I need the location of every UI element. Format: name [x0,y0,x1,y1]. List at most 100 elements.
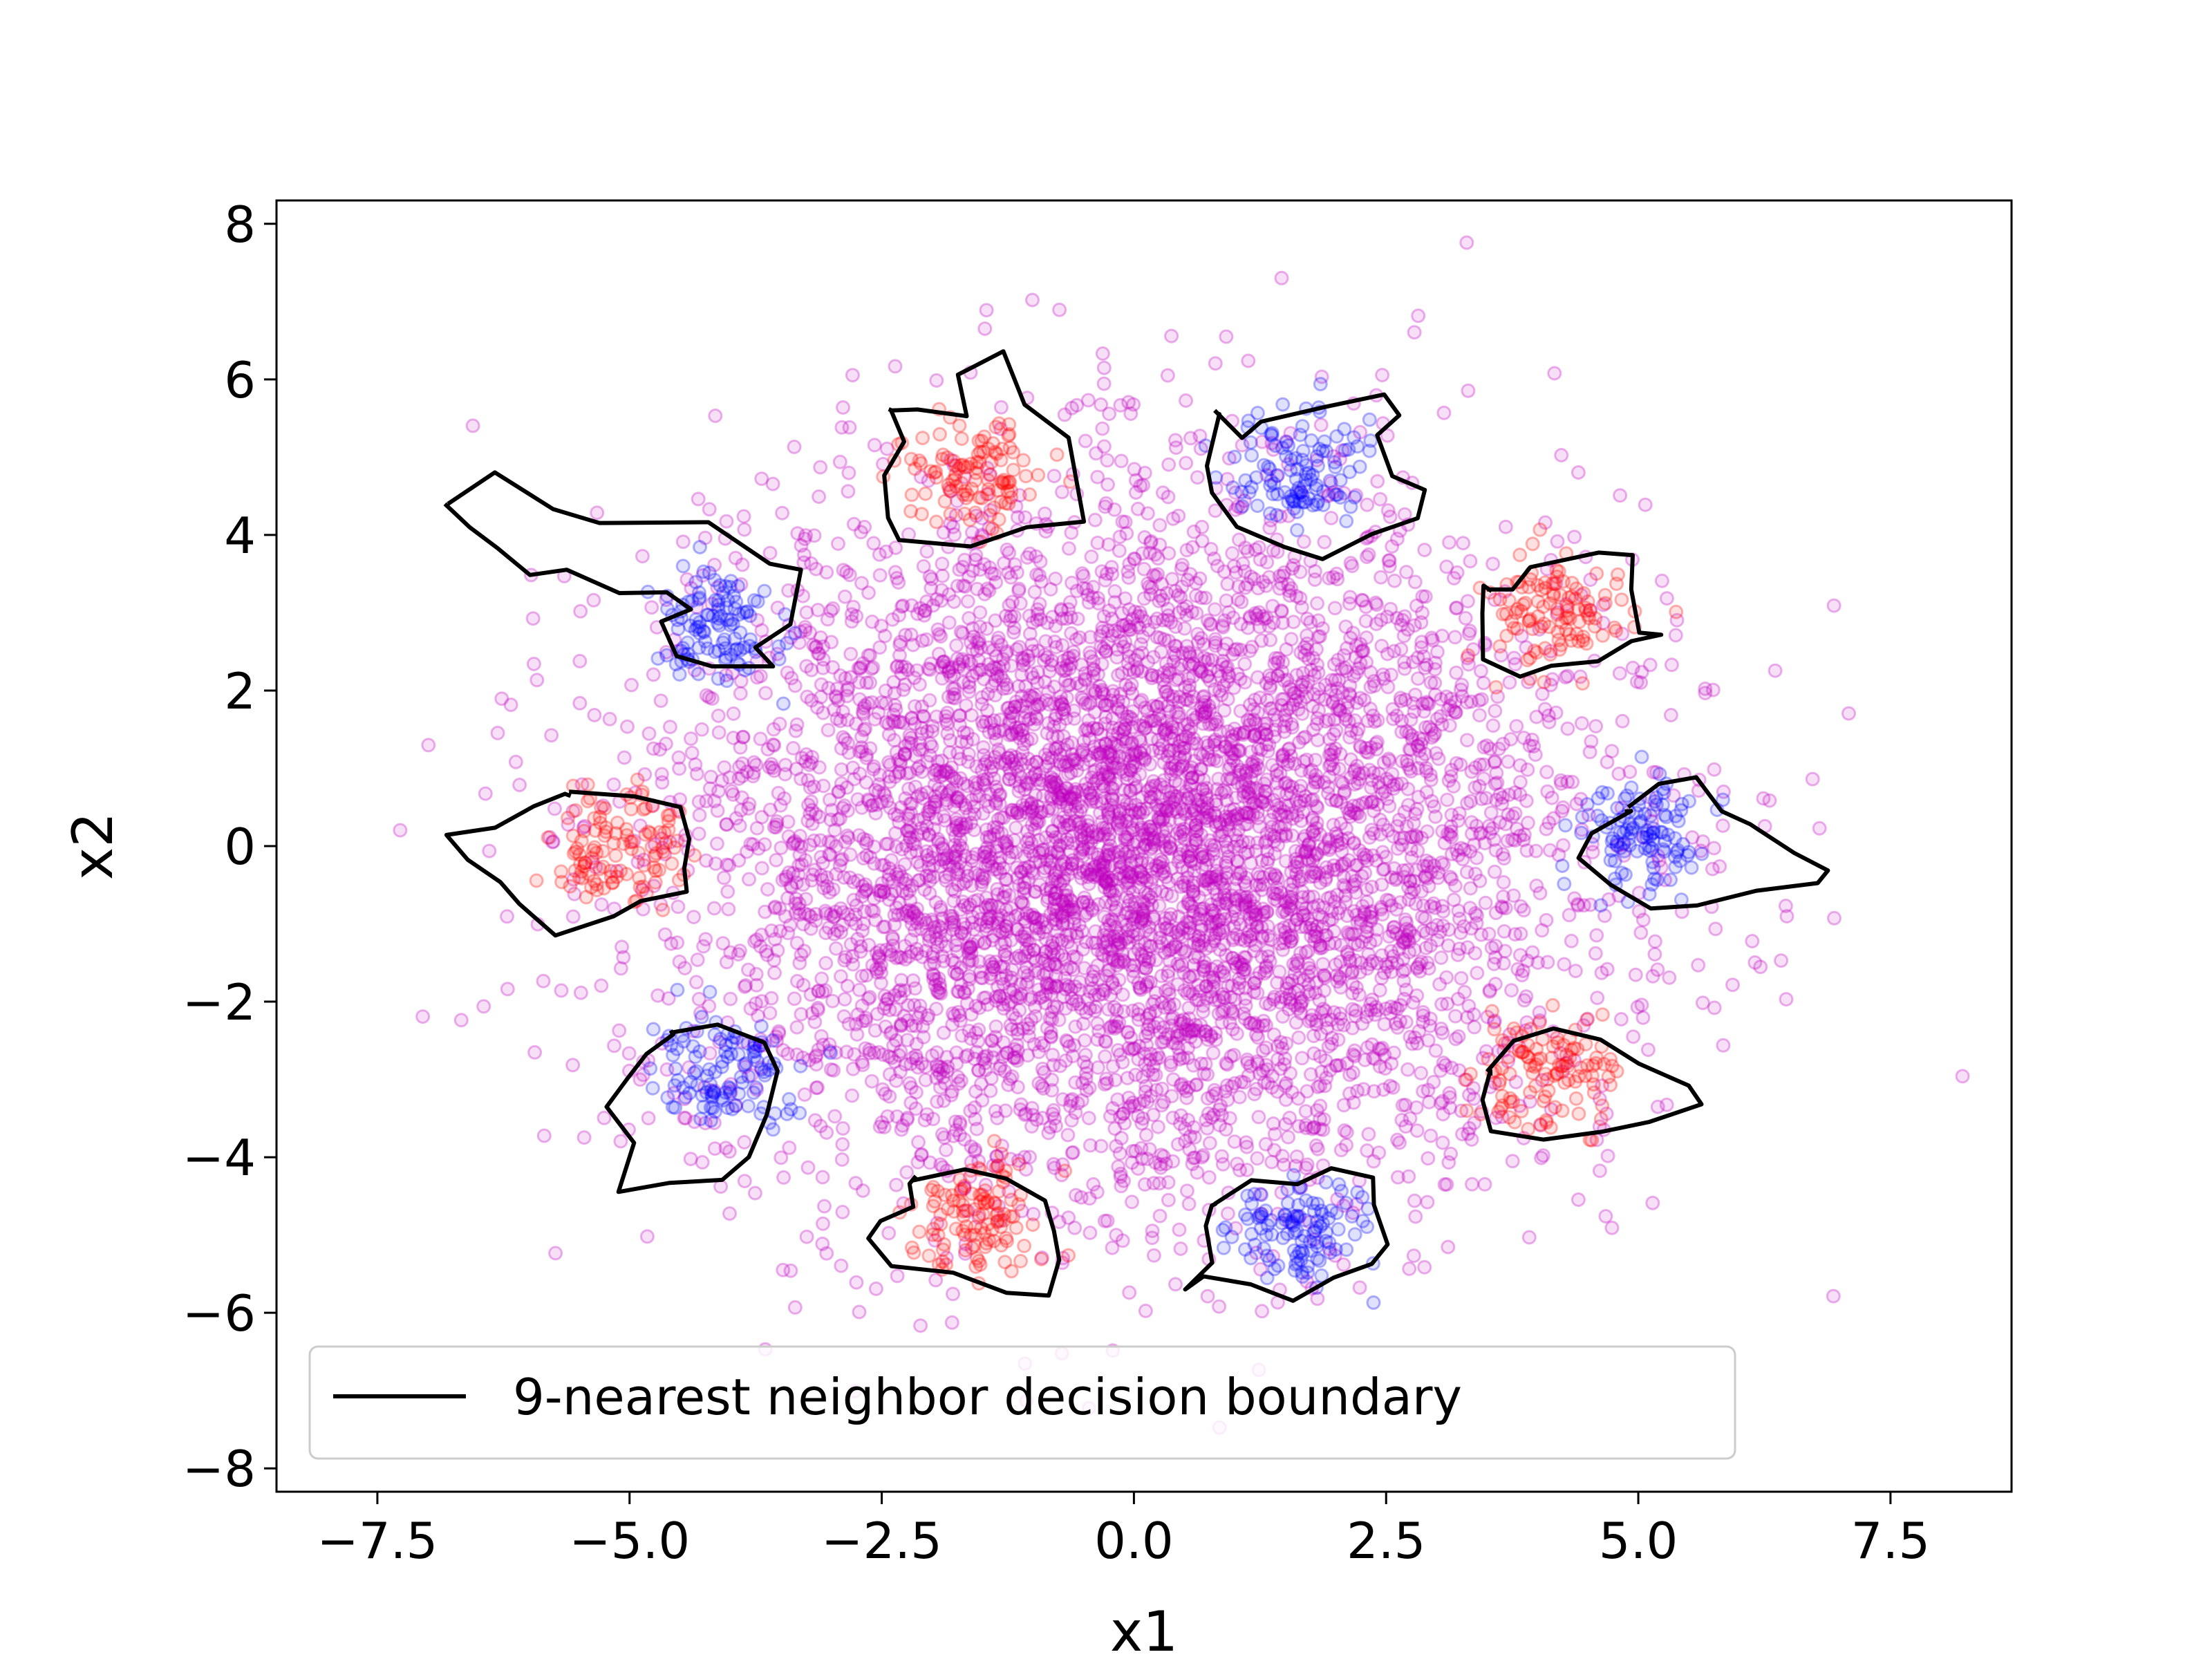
background-point [963,1103,978,1118]
background-point [1064,1113,1079,1128]
background-point [1021,751,1035,767]
background-point [1459,733,1474,748]
background-point [1281,577,1296,592]
background-point [1505,832,1520,847]
background-point [754,994,769,1009]
background-point [765,760,780,776]
background-point [1208,356,1223,371]
background-point [977,936,992,951]
background-point [1385,539,1400,554]
background-point [1247,1087,1262,1102]
background-point [1539,765,1555,780]
background-point [1362,830,1377,845]
background-point [1277,817,1293,832]
background-point [1327,727,1342,742]
background-point [1248,542,1263,557]
background-point [1276,1157,1291,1172]
background-point [1805,771,1820,787]
background-point [1322,570,1337,585]
background-point [1046,1103,1061,1118]
background-point [902,883,917,899]
background-point [932,1080,948,1095]
background-point [1365,954,1380,968]
background-point [1363,740,1378,755]
background-point [990,1111,1005,1125]
background-point [1015,896,1031,911]
background-point [1463,554,1478,569]
background-point [1134,822,1149,837]
background-point [1237,874,1252,890]
background-point [1138,1078,1154,1094]
background-point [1394,929,1409,944]
background-point [1188,856,1203,872]
background-point [639,1229,655,1244]
background-point [1067,785,1082,800]
background-point [799,1229,814,1244]
background-point [671,899,686,915]
background-point [804,693,819,708]
background-point [798,753,813,769]
background-point [1289,1149,1304,1164]
background-point [1098,716,1112,731]
background-point [1494,1109,1510,1125]
background-point [1472,708,1487,723]
background-point [1474,927,1489,942]
background-point [1826,598,1841,613]
background-point [1100,745,1116,760]
background-point [967,1100,982,1115]
background-point [1598,1209,1613,1224]
background-point [1826,1288,1841,1304]
background-point [1284,890,1300,905]
background-point [1827,910,1841,926]
background-point [810,1080,825,1095]
background-point [1228,891,1243,906]
background-point [1423,1128,1438,1143]
background-point [1174,1016,1188,1031]
background-point [588,860,603,875]
background-point [1086,1177,1101,1192]
background-point [1779,992,1794,1007]
background-point [1133,802,1148,817]
background-point [1458,610,1473,626]
background-point [1141,975,1156,990]
background-point [1071,917,1087,932]
background-point [1356,850,1371,865]
background-point [1279,713,1293,728]
background-point [1645,968,1660,984]
background-point [732,944,747,958]
background-point [776,1042,791,1058]
background-point [1206,970,1221,985]
background-point [1116,639,1131,655]
background-point [565,1058,581,1073]
background-point [587,708,602,722]
background-point [1024,1013,1039,1028]
background-point [1072,630,1087,645]
background-point [653,693,668,709]
background-point [953,1074,968,1088]
background-point [1377,861,1391,877]
background-point [867,839,882,854]
background-point [1640,1042,1656,1058]
background-point [1263,866,1278,881]
background-point [1146,1248,1161,1263]
background-point [1135,894,1150,909]
background-point [724,784,740,799]
background-point [1356,847,1371,862]
background-point [1340,1056,1355,1071]
background-point [1361,1127,1376,1142]
background-point [1374,570,1389,585]
background-point [490,725,505,740]
background-point [792,828,807,843]
background-point [815,984,830,1000]
background-point [921,827,937,842]
background-point [1029,612,1044,628]
background-point [1077,1033,1092,1048]
background-point [1182,763,1197,778]
background-point [1446,570,1461,585]
background-point [787,678,803,693]
background-point [1212,1299,1227,1314]
background-point [702,502,717,517]
background-point [845,1088,860,1103]
background-point [1322,842,1337,857]
background-point [877,885,892,900]
